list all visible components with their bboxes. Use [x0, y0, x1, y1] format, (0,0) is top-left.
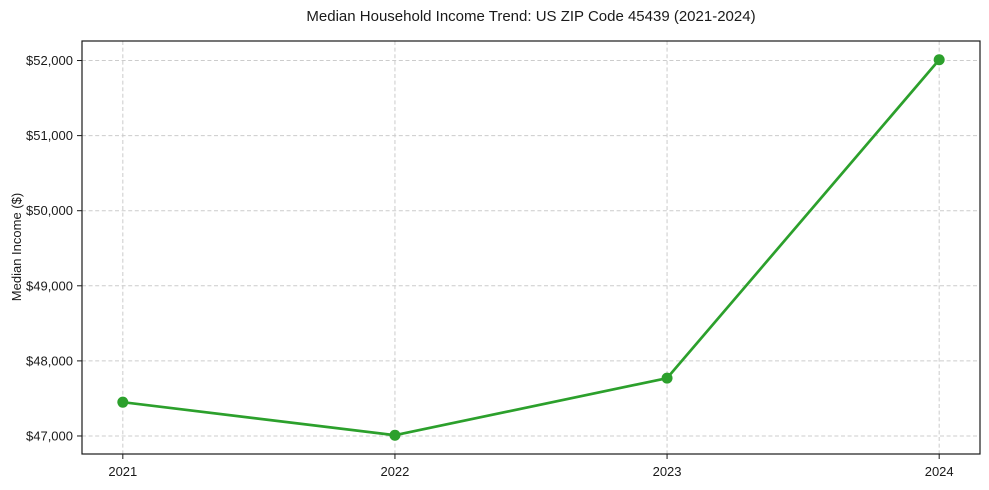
- y-tick-label: $51,000: [26, 128, 73, 143]
- y-tick-label: $50,000: [26, 203, 73, 218]
- data-point-marker: [389, 429, 401, 441]
- income-trend-line: [121, 58, 941, 437]
- x-tick-label: 2024: [925, 464, 954, 479]
- x-tick-label: 2023: [653, 464, 682, 479]
- data-point-marker: [117, 396, 129, 408]
- data-point-marker: [933, 54, 945, 66]
- x-tick-label: 2021: [108, 464, 137, 479]
- y-tick-label: $48,000: [26, 353, 73, 368]
- plot-border: [81, 40, 981, 455]
- y-tick-label: $47,000: [26, 428, 73, 443]
- y-axis-label: Median Income ($): [9, 193, 24, 301]
- x-tick-label: 2022: [380, 464, 409, 479]
- y-tick-label: $52,000: [26, 53, 73, 68]
- plot-area: $47,000 $48,000 $49,000 $50,000 $51,000 $52,0…: [26, 40, 981, 479]
- chart-title: Median Household Income Trend: US ZIP Co…: [306, 8, 755, 25]
- y-tick-label: $49,000: [26, 278, 73, 293]
- data-point-marker: [661, 372, 673, 384]
